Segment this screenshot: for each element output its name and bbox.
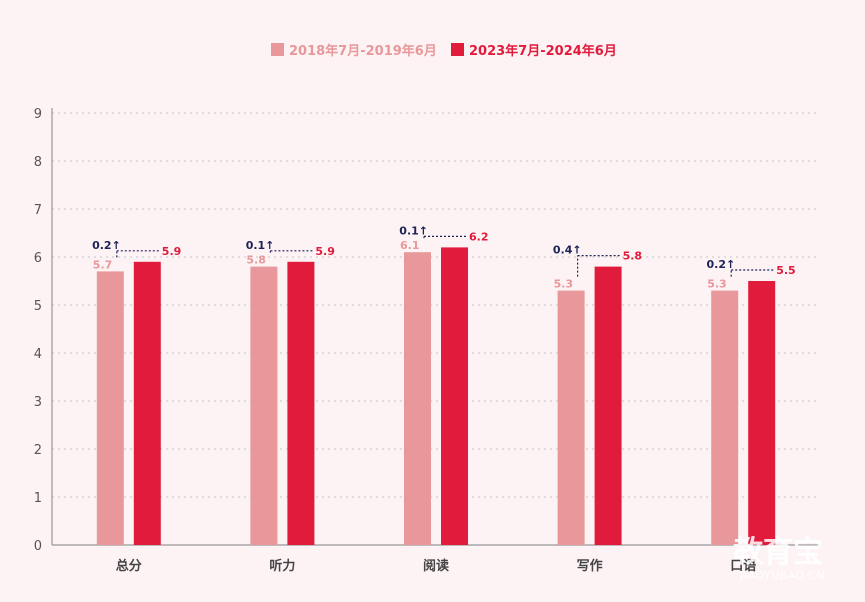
x-category-label: 口语: [730, 559, 756, 574]
bar-series-2: [133, 261, 161, 545]
bar-series-1: [557, 290, 585, 545]
y-tick-label: 2: [34, 443, 42, 458]
y-tick-label: 1: [34, 491, 42, 506]
legend-label-series-2: 2023年7月-2024年6月: [469, 43, 617, 59]
x-category-label: 总分: [116, 558, 142, 574]
bars: [96, 247, 776, 545]
delta-label: 0.2↑: [706, 258, 735, 271]
legend-swatch-series-2: [451, 43, 464, 56]
legend: 2018年7月-2019年6月 2023年7月-2024年6月: [271, 43, 617, 59]
data-label-series-2: 5.9: [315, 245, 335, 258]
data-label-series-1: 5.7: [93, 258, 113, 271]
y-axis: 0 1 2 3 4 5 6 7 8 9: [34, 107, 820, 554]
x-category-label: 写作: [577, 558, 603, 574]
y-tick-label: 3: [34, 395, 42, 410]
legend-swatch-series-1: [271, 43, 284, 56]
y-tick-label: 5: [34, 299, 42, 314]
x-category-label: 听力: [269, 558, 295, 574]
y-tick-label: 0: [34, 539, 42, 554]
y-tick-label: 6: [34, 251, 42, 266]
data-label-series-2: 5.5: [776, 264, 796, 277]
bar-series-2: [441, 247, 468, 545]
bar-series-1: [250, 266, 278, 545]
data-label-series-1: 5.3: [707, 278, 727, 291]
bar-series-1: [711, 290, 739, 545]
y-tick-label: 8: [34, 155, 42, 170]
data-label-series-2: 5.9: [162, 245, 182, 258]
data-labels: 5.7 5.9 0.2↑ 5.8 5.9 0.1↑ 6.1 6.2 0.1↑ 5.3 5.8 0.4↑…: [92, 224, 796, 290]
x-category-label: 阅读: [423, 558, 449, 574]
watermark-logo: 教育宝: [733, 535, 823, 570]
data-label-series-1: 5.8: [246, 254, 266, 267]
category-labels: 总分 听力 阅读 写作 口语: [116, 558, 756, 574]
gridlines: [52, 112, 820, 498]
bar-series-2: [748, 281, 776, 545]
bar-series-2: [594, 266, 622, 545]
data-label-series-1: 5.3: [554, 278, 574, 291]
y-tick-label: 7: [34, 203, 42, 218]
y-tick-label: 4: [34, 347, 42, 362]
delta-label: 0.2↑: [92, 239, 121, 252]
data-label-series-1: 6.1: [400, 239, 420, 252]
bar-series-1: [404, 252, 431, 545]
watermark-url: JIAOYUBAO.CN: [739, 569, 825, 582]
delta-label: 0.4↑: [553, 244, 582, 257]
delta-label: 0.1↑: [399, 224, 428, 237]
bar-series-1: [96, 271, 124, 545]
y-tick-label: 9: [34, 107, 42, 122]
delta-label: 0.1↑: [246, 239, 275, 252]
data-label-series-2: 6.2: [469, 230, 489, 243]
watermark: 教育宝 JIAOYUBAO.CN: [733, 535, 825, 582]
bar-series-2: [287, 261, 315, 545]
data-label-series-2: 5.8: [623, 250, 643, 263]
legend-label-series-1: 2018年7月-2019年6月: [289, 43, 437, 59]
